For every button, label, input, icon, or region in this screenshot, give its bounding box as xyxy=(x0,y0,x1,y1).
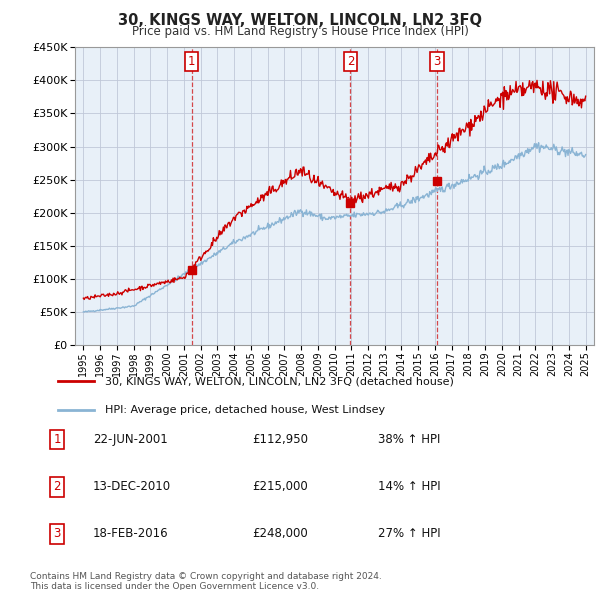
Text: Contains HM Land Registry data © Crown copyright and database right 2024.: Contains HM Land Registry data © Crown c… xyxy=(30,572,382,581)
Text: 13-DEC-2010: 13-DEC-2010 xyxy=(93,480,171,493)
Text: 14% ↑ HPI: 14% ↑ HPI xyxy=(378,480,440,493)
Text: 1: 1 xyxy=(188,55,196,68)
Text: 18-FEB-2016: 18-FEB-2016 xyxy=(93,527,169,540)
Text: HPI: Average price, detached house, West Lindsey: HPI: Average price, detached house, West… xyxy=(105,405,385,415)
Text: 27% ↑ HPI: 27% ↑ HPI xyxy=(378,527,440,540)
Text: 30, KINGS WAY, WELTON, LINCOLN, LN2 3FQ: 30, KINGS WAY, WELTON, LINCOLN, LN2 3FQ xyxy=(118,13,482,28)
Text: 22-JUN-2001: 22-JUN-2001 xyxy=(93,433,168,446)
Text: 3: 3 xyxy=(53,527,61,540)
Text: This data is licensed under the Open Government Licence v3.0.: This data is licensed under the Open Gov… xyxy=(30,582,319,590)
Text: £248,000: £248,000 xyxy=(252,527,308,540)
Text: 1: 1 xyxy=(53,433,61,446)
Text: £215,000: £215,000 xyxy=(252,480,308,493)
Text: 2: 2 xyxy=(347,55,354,68)
Text: 30, KINGS WAY, WELTON, LINCOLN, LN2 3FQ (detached house): 30, KINGS WAY, WELTON, LINCOLN, LN2 3FQ … xyxy=(105,376,454,386)
Text: 3: 3 xyxy=(433,55,440,68)
Text: 2: 2 xyxy=(53,480,61,493)
Text: £112,950: £112,950 xyxy=(252,433,308,446)
Text: 38% ↑ HPI: 38% ↑ HPI xyxy=(378,433,440,446)
Text: Price paid vs. HM Land Registry's House Price Index (HPI): Price paid vs. HM Land Registry's House … xyxy=(131,25,469,38)
